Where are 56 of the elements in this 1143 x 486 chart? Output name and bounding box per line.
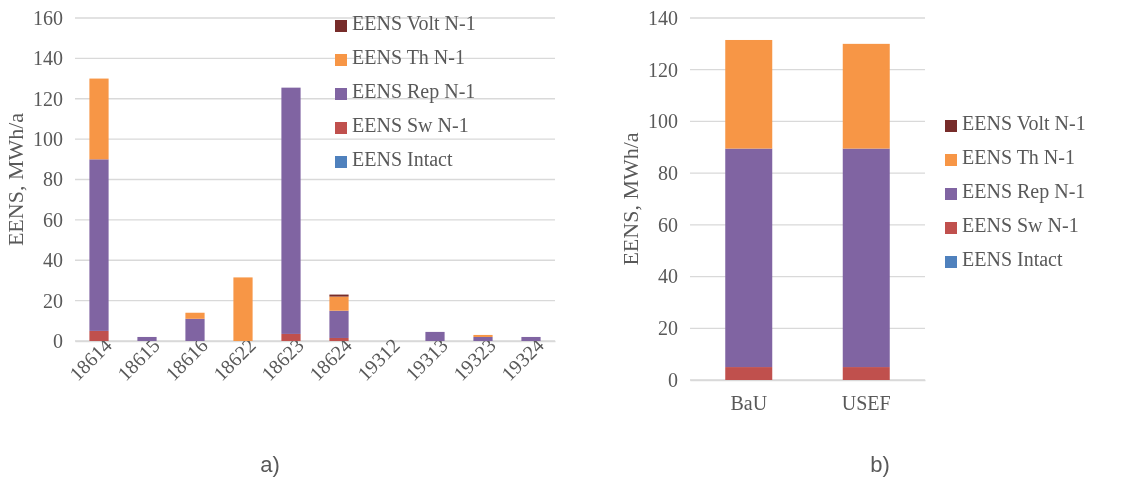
bar <box>89 78 109 160</box>
bar <box>329 337 349 341</box>
bar <box>842 148 890 368</box>
y-tick-label: 100 <box>648 110 678 133</box>
bar <box>473 336 493 341</box>
legend-label: EENS Th N-1 <box>962 146 1075 168</box>
y-tick-label: 0 <box>53 329 63 352</box>
bar <box>521 336 541 341</box>
bar <box>233 277 253 341</box>
bar <box>89 159 109 331</box>
y-tick-label: 140 <box>648 6 678 29</box>
bar <box>425 331 445 341</box>
bar <box>137 336 157 341</box>
bar <box>842 367 890 380</box>
y-axis-title: EENS, MWh/a <box>3 112 28 247</box>
y-tick-label: 20 <box>658 317 678 340</box>
y-tick-label: 20 <box>43 289 63 312</box>
y-tick-label: 120 <box>648 58 678 81</box>
bar <box>725 39 773 149</box>
text: b) <box>870 452 890 477</box>
bar <box>473 334 493 337</box>
legend-label: EENS Th N-1 <box>352 46 465 68</box>
legend-label: EENS Sw N-1 <box>352 114 469 136</box>
legend-label: EENS Volt N-1 <box>962 112 1086 134</box>
bar <box>185 318 205 341</box>
y-tick-label: 40 <box>43 249 63 272</box>
legend-label: EENS Volt N-1 <box>352 12 476 34</box>
y-tick-label: 60 <box>43 208 63 231</box>
text: a) <box>260 452 280 477</box>
bar <box>281 333 301 341</box>
bar <box>329 296 349 311</box>
y-axis-title: EENS, MWh/a <box>618 132 643 266</box>
legend-label: EENS Rep N-1 <box>962 180 1086 203</box>
x-tick-label: USEF <box>841 392 891 415</box>
y-tick-label: 80 <box>658 162 678 185</box>
bar <box>329 294 349 297</box>
y-tick-label: 100 <box>33 128 63 151</box>
y-tick-label: 60 <box>658 213 678 236</box>
bar <box>725 367 773 380</box>
legend-label: EENS Rep N-1 <box>352 80 476 103</box>
y-tick-label: 140 <box>33 47 63 70</box>
y-tick-label: 80 <box>43 168 63 191</box>
y-tick-label: 0 <box>668 368 678 391</box>
legend-label: EENS Intact <box>352 148 453 170</box>
y-tick-label: 40 <box>658 265 678 288</box>
bar <box>329 310 349 338</box>
legend-label: EENS Intact <box>962 248 1063 270</box>
bar <box>185 312 205 319</box>
y-tick-label: 120 <box>33 87 63 110</box>
x-tick-label: BaU <box>730 392 768 415</box>
bar <box>725 148 773 368</box>
y-tick-label: 160 <box>33 6 63 29</box>
legend-label: EENS Sw N-1 <box>962 214 1079 236</box>
bar <box>842 43 890 149</box>
bar <box>281 87 301 334</box>
bar <box>89 330 109 341</box>
